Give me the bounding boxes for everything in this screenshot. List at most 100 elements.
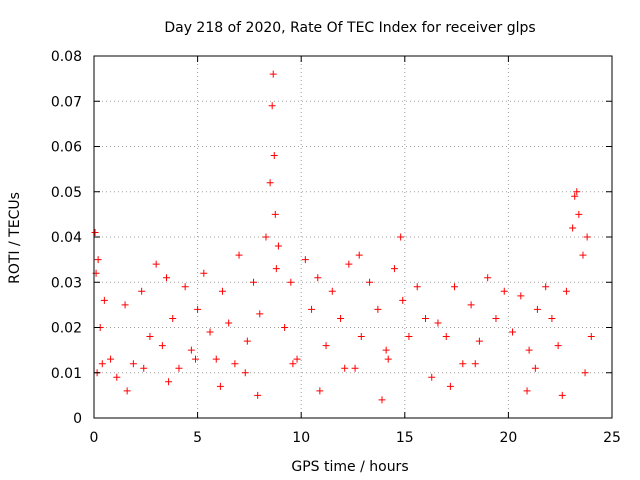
y-tick-label: 0.03 — [51, 275, 82, 291]
data-point — [94, 256, 102, 264]
data-point — [270, 152, 278, 160]
data-point — [384, 355, 392, 363]
data-point — [281, 324, 289, 331]
data-point — [523, 387, 531, 395]
data-point — [272, 265, 280, 273]
data-point — [212, 355, 220, 363]
data-point — [562, 287, 570, 295]
x-tick-label: 20 — [499, 430, 517, 446]
data-point — [442, 333, 450, 341]
data-point — [422, 314, 430, 322]
data-point — [269, 70, 277, 78]
data-point — [405, 333, 413, 341]
data-point — [316, 387, 324, 395]
data-point — [533, 305, 541, 313]
axis-ticks — [93, 55, 613, 419]
data-point — [467, 301, 475, 309]
data-point — [345, 260, 353, 268]
data-point — [579, 251, 587, 259]
data-point — [434, 319, 442, 327]
data-point — [113, 373, 121, 381]
data-point — [459, 360, 467, 368]
data-point — [399, 296, 407, 304]
data-point — [146, 333, 154, 341]
data-point — [123, 387, 131, 395]
data-point — [581, 369, 589, 377]
data-point — [271, 210, 279, 218]
data-point — [351, 364, 359, 372]
data-point — [357, 333, 365, 341]
y-tick-label: 0.07 — [51, 94, 82, 110]
data-point — [314, 274, 322, 282]
data-point — [509, 328, 517, 336]
data-points — [91, 70, 595, 404]
data-point — [287, 278, 295, 286]
y-tick-label: 0.01 — [51, 366, 82, 382]
data-point — [558, 391, 566, 399]
data-point — [121, 301, 129, 309]
data-point — [517, 292, 525, 300]
y-tick-label: 0.05 — [51, 185, 82, 201]
data-point — [268, 102, 276, 110]
data-point — [218, 287, 226, 295]
data-point — [169, 314, 177, 322]
data-point — [471, 360, 479, 368]
data-point — [475, 337, 483, 345]
data-point — [531, 364, 539, 372]
data-point — [492, 314, 500, 322]
data-point — [158, 342, 166, 350]
data-point — [337, 314, 345, 322]
data-point — [301, 256, 309, 264]
y-tick-label: 0.02 — [51, 321, 82, 337]
data-point — [341, 364, 349, 372]
data-point — [165, 378, 173, 386]
data-point — [194, 305, 202, 313]
y-axis-label: ROTI / TECUs — [7, 192, 23, 284]
data-point — [575, 210, 583, 218]
data-point — [138, 287, 146, 295]
data-point — [235, 251, 243, 259]
data-point — [129, 360, 137, 368]
data-point — [175, 364, 183, 372]
data-point — [274, 242, 282, 250]
data-point — [525, 346, 533, 354]
chart-title: Day 218 of 2020, Rate Of TEC Index for r… — [164, 20, 535, 36]
x-axis-tick-labels: 0 5 10 15 20 25 — [90, 430, 621, 446]
data-point — [554, 342, 562, 350]
data-point — [289, 360, 297, 368]
data-point — [181, 283, 189, 291]
data-point — [374, 305, 382, 313]
data-point — [254, 391, 262, 399]
data-point — [250, 278, 258, 286]
data-point — [583, 233, 591, 241]
x-tick-label: 5 — [193, 430, 202, 446]
data-point — [548, 314, 556, 322]
data-point — [200, 269, 208, 277]
data-point — [569, 224, 577, 232]
data-point — [206, 328, 214, 336]
data-point — [328, 287, 336, 295]
data-point — [163, 274, 171, 282]
data-point — [382, 346, 390, 354]
y-tick-label: 0.08 — [51, 49, 82, 65]
data-point — [355, 251, 363, 259]
data-point — [413, 283, 421, 291]
data-point — [140, 364, 148, 372]
data-point — [91, 228, 99, 236]
data-point — [293, 355, 301, 363]
data-point — [107, 355, 115, 363]
data-point — [573, 188, 581, 196]
x-tick-label: 10 — [292, 430, 310, 446]
grid-lines — [94, 56, 612, 418]
data-point — [216, 382, 224, 390]
data-point — [587, 333, 595, 341]
data-point — [225, 319, 233, 327]
data-point — [100, 296, 108, 304]
x-tick-label: 25 — [603, 430, 621, 446]
data-point — [231, 360, 239, 368]
data-point — [500, 287, 508, 295]
x-axis-label: GPS time / hours — [291, 459, 408, 475]
data-point — [308, 305, 316, 313]
data-point — [243, 337, 251, 345]
